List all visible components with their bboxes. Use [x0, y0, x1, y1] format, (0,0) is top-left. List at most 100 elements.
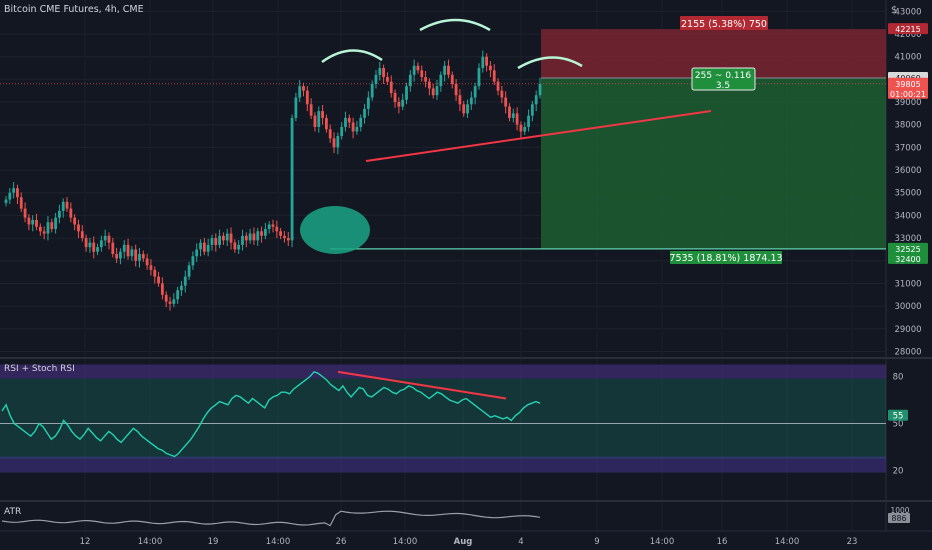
candle — [218, 235, 221, 245]
y-tick-label: 34000 — [894, 211, 921, 221]
candle — [294, 97, 298, 118]
candle — [424, 77, 427, 82]
atr-value: 886 — [891, 514, 906, 523]
candle — [111, 242, 115, 254]
candle — [271, 224, 275, 227]
y-tick-label: 39000 — [894, 98, 921, 108]
x-tick-label: 14:00 — [650, 537, 675, 547]
candle — [530, 104, 534, 116]
candle — [443, 65, 447, 75]
candle — [176, 290, 180, 300]
right-shoulder-arc — [517, 56, 583, 70]
rsi-level-label: 20 — [893, 467, 904, 477]
candle — [412, 65, 416, 75]
atr-axis-label: 1000 — [890, 506, 909, 515]
y-tick-label: 41000 — [894, 53, 921, 63]
rsi-value-box — [888, 409, 908, 421]
candle — [145, 258, 149, 266]
price-axis-label-stop — [888, 23, 928, 35]
candle — [214, 238, 218, 245]
price-axis-label-last — [888, 77, 928, 89]
candle — [157, 276, 160, 284]
candle — [405, 86, 408, 100]
candle — [458, 95, 462, 105]
candle — [279, 231, 283, 236]
rsi-mid-band — [0, 378, 886, 459]
candle — [527, 115, 530, 127]
candle — [4, 199, 8, 203]
atr-title: ATR — [4, 507, 21, 517]
candle — [248, 233, 252, 241]
candle — [92, 242, 96, 252]
head-arc — [419, 18, 491, 32]
candle — [378, 68, 382, 75]
candle — [389, 81, 393, 93]
candle — [134, 249, 138, 261]
candle — [309, 104, 313, 116]
price-axis-text-target: 32525 — [895, 245, 920, 254]
y-tick-label: 31000 — [894, 279, 921, 289]
target-label-box — [670, 251, 782, 264]
candle — [355, 126, 359, 132]
candle — [447, 65, 450, 75]
y-tick-label: 37000 — [894, 143, 921, 153]
candle — [8, 192, 12, 200]
x-tick-label: 4 — [518, 537, 523, 547]
candle — [386, 77, 389, 82]
candle — [206, 244, 210, 252]
candle — [164, 294, 168, 302]
candle — [183, 276, 187, 286]
candle — [477, 68, 481, 87]
candle — [290, 117, 294, 241]
candle — [473, 86, 477, 98]
candle — [508, 106, 511, 118]
candle — [191, 256, 195, 266]
candle — [160, 283, 164, 295]
price-axis-label-level — [888, 252, 928, 264]
candle — [260, 231, 263, 236]
candle — [199, 242, 202, 250]
rsi-value: 55 — [893, 412, 904, 422]
rsi-upper-band — [0, 364, 886, 379]
x-tick-label: 19 — [208, 537, 219, 547]
price-axis-label-countdown — [888, 87, 928, 99]
candle — [80, 231, 84, 239]
candle — [103, 235, 107, 241]
candle — [374, 74, 378, 84]
candle — [534, 95, 538, 105]
neckline-trendline — [365, 110, 712, 162]
risk-reward-box — [691, 67, 756, 91]
candle — [382, 68, 386, 78]
candle — [305, 90, 309, 105]
candle — [141, 253, 145, 259]
y-tick-label: 38000 — [894, 121, 921, 131]
target-label: 7535 (18.81%) 1874.13 — [669, 253, 782, 264]
candle — [450, 74, 454, 84]
candle — [275, 226, 279, 232]
candle — [298, 86, 302, 98]
take-profit-zone — [541, 78, 886, 249]
candle — [42, 231, 46, 234]
x-tick-label: 9 — [594, 537, 599, 547]
candle — [485, 56, 488, 66]
candle — [328, 129, 332, 139]
candle — [347, 117, 351, 123]
y-tick-label: 33000 — [894, 234, 921, 244]
gap-ellipse — [300, 206, 370, 254]
candle — [222, 235, 225, 241]
price-axis-text-stop: 42215 — [895, 25, 920, 34]
rsi-level-label: 50 — [893, 420, 904, 430]
candle — [321, 111, 324, 118]
candle — [96, 247, 99, 252]
stop-label: 2155 (5.38%) 750 — [681, 19, 767, 30]
candle — [65, 201, 69, 209]
y-tick-label: 30000 — [894, 302, 921, 312]
rsi-level-label: 80 — [893, 373, 904, 383]
candle — [99, 240, 103, 248]
candle — [149, 265, 153, 270]
candle — [427, 81, 431, 89]
candle — [370, 83, 374, 98]
price-axis-text-countdown: 01:00:21 — [890, 90, 926, 99]
candle — [283, 235, 286, 239]
